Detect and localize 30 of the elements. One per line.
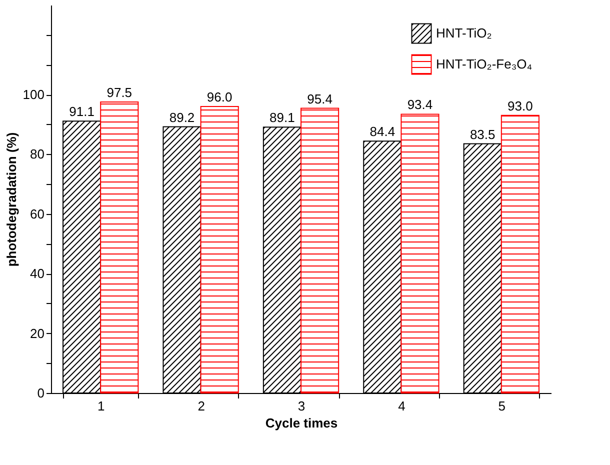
bar	[400, 114, 440, 394]
data-label: 83.5	[470, 126, 496, 142]
data-label: 89.2	[169, 110, 195, 125]
data-label: 93.0	[508, 98, 533, 114]
y-tick-label: 60	[30, 206, 44, 222]
bar	[300, 108, 340, 394]
x-axis-title: Cycle times	[265, 416, 338, 430]
legend-label: HNT-TiO₂	[436, 26, 492, 40]
data-label: 84.4	[370, 124, 396, 140]
bar	[200, 106, 239, 394]
data-label: 95.4	[307, 91, 332, 106]
data-label: 91.1	[69, 104, 94, 120]
y-axis-title: photodegradation (%)	[4, 132, 19, 267]
y-tick-label: 40	[30, 266, 44, 282]
y-tick-label: 80	[30, 146, 44, 162]
x-tick-label: 5	[498, 398, 506, 414]
y-tick-label: 20	[30, 326, 44, 341]
data-label: 93.4	[407, 97, 433, 112]
data-label: 89.1	[270, 110, 295, 126]
y-tick-label: 0	[37, 386, 44, 400]
x-tick-label: 2	[198, 398, 205, 414]
x-tick-label: 4	[398, 398, 406, 414]
bar	[100, 102, 139, 394]
x-tick-label: 3	[298, 398, 306, 414]
bar	[500, 114, 540, 394]
y-tick-label: 100	[22, 87, 44, 102]
data-label: 97.5	[106, 85, 132, 100]
x-tick-label: 1	[97, 398, 105, 414]
data-label: 96.0	[206, 89, 232, 104]
legend-label: HNT-TiO₂-Fe₃O₄	[436, 56, 532, 72]
